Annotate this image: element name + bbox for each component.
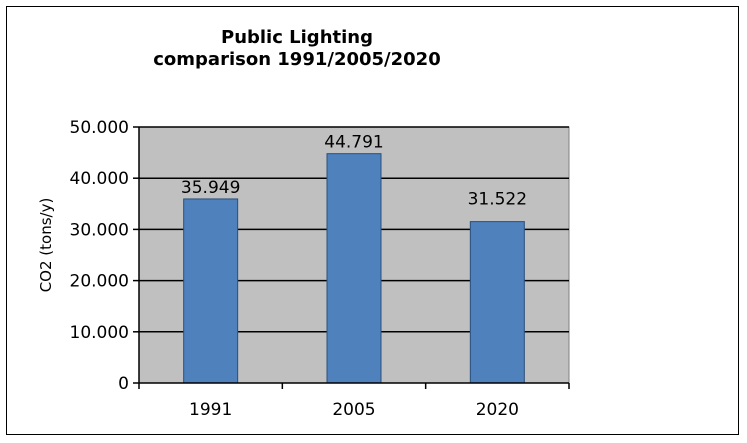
bars xyxy=(183,153,525,384)
data-label-1991: 35.949 xyxy=(181,178,240,198)
y-tick-label: 40.000 xyxy=(70,169,129,189)
y-axis-ticks: 0 10.000 20.000 30.000 40.000 50.000 xyxy=(70,118,139,394)
data-labels: 35.949 44.791 31.522 xyxy=(181,133,527,210)
x-tick-label-2005: 2005 xyxy=(332,400,375,420)
chart-title: Public Lighting comparison 1991/2005/202… xyxy=(7,27,587,71)
y-tick-label: 10.000 xyxy=(70,323,129,343)
y-tick-label: 20.000 xyxy=(70,272,129,292)
x-tick-label-1991: 1991 xyxy=(189,400,232,420)
bar-1991 xyxy=(183,198,239,384)
y-tick-label: 30.000 xyxy=(70,220,129,240)
y-tick-label: 0 xyxy=(118,374,129,394)
x-tick-label-2020: 2020 xyxy=(476,400,519,420)
data-label-2020: 31.522 xyxy=(468,190,527,210)
y-axis-title: CO2 (tons/y) xyxy=(37,198,55,293)
bar-2005 xyxy=(326,153,382,384)
chart-title-line-2: comparison 1991/2005/2020 xyxy=(153,49,441,70)
chart-title-line-1: Public Lighting xyxy=(221,27,373,48)
data-label-2005: 44.791 xyxy=(324,133,383,153)
chart-svg: 35.949 44.791 31.522 0 10.000 20.000 30.000 40… xyxy=(37,118,570,420)
chart-frame: Public Lighting comparison 1991/2005/202… xyxy=(6,6,739,435)
bar-2020 xyxy=(469,221,525,384)
x-axis-ticks: 1991 2005 2020 xyxy=(138,383,570,420)
y-tick-label: 50.000 xyxy=(70,118,129,138)
